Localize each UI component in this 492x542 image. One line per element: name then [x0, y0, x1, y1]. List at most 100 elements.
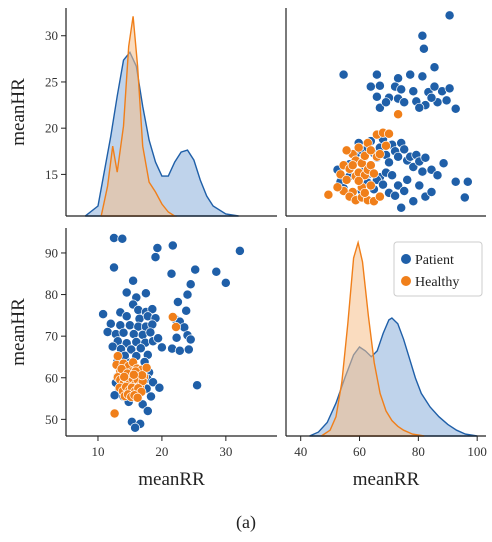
legend: Patient Healthy — [393, 241, 483, 297]
healthy-point — [365, 145, 376, 156]
patient-point — [153, 333, 164, 344]
y-tick-label: 80 — [45, 287, 58, 302]
patient-point — [408, 196, 419, 207]
patient-point — [121, 311, 132, 322]
patient-point — [414, 180, 425, 191]
patient-point — [417, 71, 428, 82]
patient-point — [450, 103, 461, 114]
patient-point — [371, 69, 382, 80]
patient-point — [417, 30, 428, 41]
patient-point — [387, 170, 398, 181]
patient-point — [414, 102, 425, 113]
patient-point — [396, 202, 407, 213]
patient-point — [130, 422, 141, 433]
patient-point — [192, 380, 203, 391]
figure-caption: (a) — [236, 512, 256, 533]
x-tick-label: 60 — [353, 444, 366, 459]
patient-point — [438, 158, 449, 169]
patient-point — [185, 279, 196, 290]
patient-point — [393, 180, 404, 191]
x-tick-label: 100 — [467, 444, 487, 459]
legend-box — [393, 241, 483, 297]
patient-point — [365, 81, 376, 92]
healthy-point — [347, 160, 358, 171]
healthy-point — [374, 149, 385, 160]
patient-point — [399, 97, 410, 108]
patient-point — [166, 268, 177, 279]
y-tick-label: 70 — [45, 329, 58, 344]
legend-label-healthy: Healthy — [415, 275, 459, 290]
patient-point — [444, 83, 455, 94]
healthy-point — [171, 322, 181, 332]
patient-point — [150, 252, 161, 263]
patient-point — [399, 144, 410, 155]
healthy-density-curve — [100, 16, 178, 217]
patient-point — [142, 406, 153, 416]
healthy-point — [332, 182, 343, 193]
healthy-point — [359, 187, 370, 198]
healthy-point — [353, 175, 364, 186]
patient-point — [384, 157, 394, 168]
y-tick-label: 25 — [45, 74, 58, 89]
healthy-point — [353, 142, 364, 153]
y-tick-label: 50 — [45, 412, 58, 427]
healthy-point — [384, 128, 394, 139]
patient-point — [183, 344, 194, 355]
healthy-point — [365, 160, 376, 171]
patient-point — [444, 10, 455, 21]
patient-point — [117, 233, 128, 244]
patient-point — [167, 240, 178, 251]
patient-point — [185, 334, 196, 345]
patient-point — [393, 151, 404, 162]
patient-point — [374, 80, 385, 91]
patient-point — [140, 288, 151, 299]
patient-point — [109, 262, 119, 273]
patient-point — [107, 341, 118, 352]
patient-point — [450, 176, 461, 187]
x-tick-label: 20 — [155, 444, 168, 459]
healthy-point — [119, 371, 130, 382]
patient-point — [393, 73, 404, 84]
healthy-point — [365, 180, 376, 191]
x-tick-label: 80 — [412, 444, 425, 459]
patient-point — [417, 166, 428, 177]
patient-point — [172, 297, 183, 307]
patient-point — [137, 399, 148, 410]
y-tick-label: 60 — [45, 370, 58, 385]
healthy-point — [109, 408, 120, 419]
patient-point — [396, 84, 407, 95]
y-axis-title: meanHR — [8, 298, 29, 366]
patient-point — [135, 343, 146, 354]
healthy-point — [341, 174, 352, 185]
patient-point — [102, 327, 113, 337]
patient-point — [128, 275, 139, 286]
patient-point — [148, 377, 158, 388]
patient-point — [220, 277, 231, 288]
patient-point — [171, 332, 182, 343]
patient-point — [98, 309, 109, 320]
patient-point — [109, 233, 119, 243]
patient-legend-marker — [401, 254, 411, 264]
patient-point — [420, 152, 431, 163]
patient-point — [174, 345, 185, 356]
healthy-point — [167, 312, 178, 322]
healthy-point — [393, 109, 404, 120]
patient-point — [338, 69, 349, 80]
x-axis-title: meanRR — [353, 469, 420, 490]
patient-point — [399, 186, 410, 196]
patient-point — [190, 264, 201, 275]
x-tick-label: 30 — [219, 444, 232, 459]
legend-label-patient: Patient — [415, 253, 454, 268]
x-axis-title: meanRR — [138, 469, 205, 490]
x-tick-label: 40 — [294, 444, 307, 459]
healthy-point — [368, 168, 379, 179]
healthy-density-curve — [320, 239, 425, 437]
patient-point — [426, 187, 437, 197]
healthy-point — [335, 169, 346, 180]
patient-point — [459, 192, 470, 203]
patient-point — [105, 318, 116, 329]
patient-point — [234, 245, 245, 256]
y-tick-label: 15 — [45, 167, 58, 182]
